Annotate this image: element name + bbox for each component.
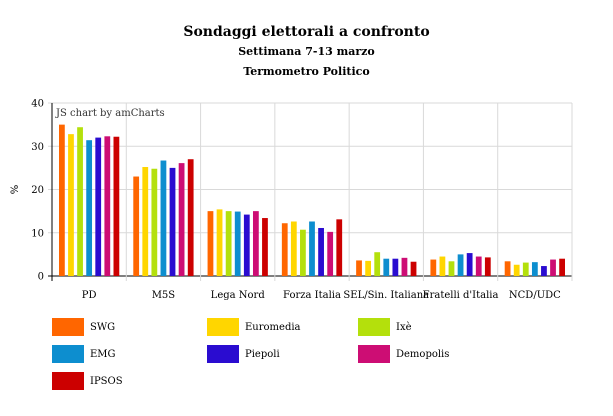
y-tick-label: 40 [31, 99, 44, 110]
bar-euromedia [290, 221, 297, 276]
bar-ix- [448, 261, 455, 276]
legend-label: EMG [90, 348, 116, 360]
bar-emg [457, 254, 464, 277]
chart-credit[interactable]: JS chart by amCharts [56, 108, 165, 119]
bar-ipsos [113, 136, 120, 276]
chart-subtitle-1: Settimana 7-13 marzo [238, 45, 375, 58]
bar-swg [207, 211, 214, 277]
bar-demopolis [475, 256, 482, 276]
bar-ipsos [410, 261, 417, 276]
bar-euromedia [439, 256, 446, 276]
bar-swg [356, 260, 362, 276]
legend-label: SWG [90, 321, 116, 333]
chart-title: Sondaggi elettorali a confronto [183, 24, 430, 40]
bar-emg [86, 140, 93, 276]
legend-item[interactable]: EMG [52, 345, 116, 363]
legend-item[interactable]: Demopolis [358, 345, 449, 363]
legend-label: Piepoli [245, 348, 280, 360]
bar-ix- [151, 168, 158, 276]
bar-ix- [374, 252, 381, 276]
y-tick-label: 10 [31, 228, 44, 239]
legend-label: Demopolis [396, 348, 450, 360]
bar-ipsos [559, 258, 565, 276]
bar-piepoli [466, 253, 473, 276]
bar-ix- [522, 262, 529, 276]
legend-item[interactable]: Piepoli [207, 345, 280, 363]
x-tick-label: Forza Italia [283, 290, 341, 301]
bar-ipsos [187, 159, 194, 276]
bar-euromedia [513, 264, 520, 276]
x-tick-label: NCD/UDC [509, 290, 561, 301]
bar-euromedia [365, 260, 372, 276]
bar-piepoli [169, 167, 176, 277]
x-tick-label: SEL/Sin. Italiana [343, 290, 429, 301]
bar-emg [531, 262, 538, 276]
legend-item[interactable]: SWG [52, 318, 115, 336]
y-tick-label: 20 [31, 185, 44, 196]
bar-emg [309, 221, 315, 276]
legend-label: Euromedia [245, 321, 301, 333]
chart-titles: Sondaggi elettorali a confronto Settiman… [0, 22, 613, 82]
bar-demopolis [252, 211, 259, 277]
y-tick-label: 30 [31, 142, 44, 153]
bar-swg [504, 261, 511, 276]
bar-ipsos [484, 257, 491, 276]
bar-ipsos [262, 218, 268, 276]
bar-demopolis [178, 163, 185, 276]
x-tick-label: PD [82, 290, 97, 301]
bar-ipsos [336, 219, 343, 276]
bar-demopolis [401, 257, 408, 276]
x-tick-label: Fratelli d'Italia [423, 290, 499, 301]
bar-piepoli [392, 258, 399, 276]
bar-piepoli [95, 137, 102, 276]
bar-demopolis [550, 259, 556, 276]
legend-swatch [207, 345, 239, 363]
bar-demopolis [327, 231, 334, 276]
bar-piepoli [243, 214, 250, 276]
legend-swatch [52, 372, 84, 390]
legend-item[interactable]: IPSOS [52, 372, 123, 390]
bar-demopolis [104, 136, 111, 276]
bar-swg [133, 176, 140, 276]
bar-emg [160, 160, 167, 276]
x-tick-label: Lega Nord [211, 290, 266, 301]
bar-ix- [300, 229, 306, 276]
bar-swg [281, 223, 288, 276]
legend-item[interactable]: Euromedia [207, 318, 301, 336]
y-axis-label: % [10, 185, 21, 195]
legend-swatch [52, 318, 84, 336]
bar-euromedia [216, 209, 223, 276]
bar-piepoli [318, 227, 324, 276]
bar-swg [59, 124, 65, 277]
y-tick-label: 0 [38, 272, 44, 283]
chart-subtitle-2: Termometro Politico [243, 65, 370, 78]
legend-label: Ixè [396, 321, 412, 333]
bar-ix- [77, 127, 83, 276]
legend-swatch [358, 345, 390, 363]
bar-emg [234, 211, 241, 276]
bar-euromedia [68, 134, 74, 276]
legend-swatch [358, 318, 390, 336]
legend-item[interactable]: Ixè [358, 318, 412, 336]
x-tick-label: M5S [152, 290, 176, 301]
bar-ix- [225, 211, 232, 277]
legend-swatch [52, 345, 84, 363]
legend-swatch [207, 318, 239, 336]
bar-piepoli [541, 266, 547, 276]
bar-euromedia [142, 167, 149, 276]
bar-swg [430, 259, 437, 276]
bar-emg [383, 258, 390, 276]
legend-label: IPSOS [90, 375, 123, 387]
